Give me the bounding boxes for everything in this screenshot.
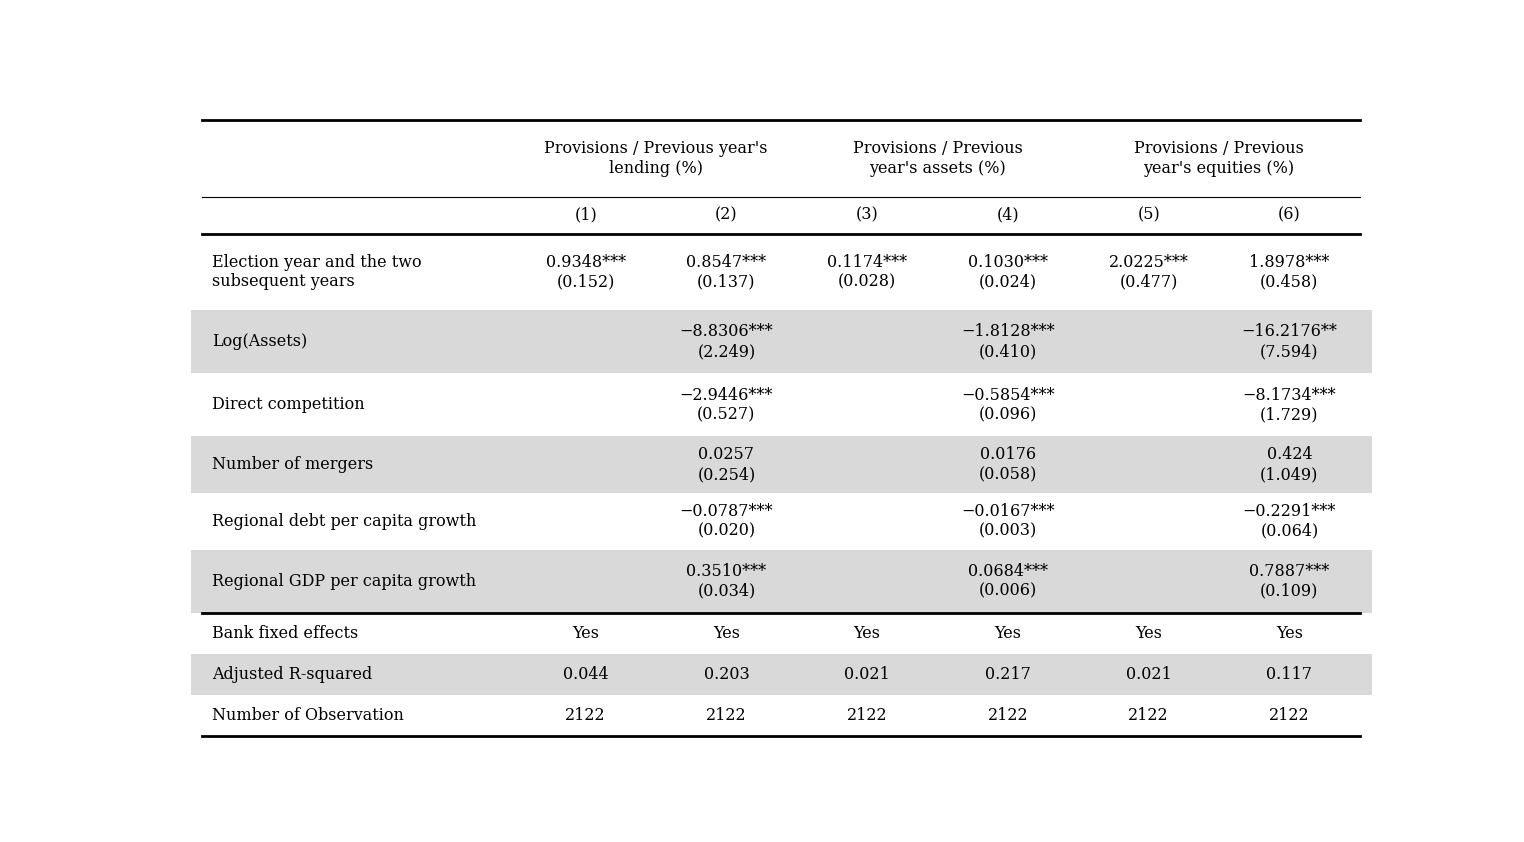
Text: 0.1030***
(0.024): 0.1030*** (0.024) (968, 253, 1049, 290)
Text: Yes: Yes (572, 625, 599, 642)
Text: 0.021: 0.021 (844, 666, 890, 683)
Text: 0.044: 0.044 (562, 666, 608, 683)
Text: (2): (2) (715, 207, 738, 224)
Text: 1.8978***
(0.458): 1.8978*** (0.458) (1250, 253, 1329, 290)
Text: Adjusted R-squared: Adjusted R-squared (212, 666, 372, 683)
Text: Yes: Yes (995, 625, 1021, 642)
Text: 2.0225***
(0.477): 2.0225*** (0.477) (1109, 253, 1189, 290)
Text: −0.2291***
(0.064): −0.2291*** (0.064) (1242, 503, 1337, 540)
Text: −8.8306***
(2.249): −8.8306*** (2.249) (680, 323, 773, 360)
Text: 0.0176
(0.058): 0.0176 (0.058) (978, 446, 1038, 483)
Text: 0.7887***
(0.109): 0.7887*** (0.109) (1250, 562, 1329, 600)
Text: 0.1174***
(0.028): 0.1174*** (0.028) (828, 253, 907, 290)
Text: 0.203: 0.203 (704, 666, 750, 683)
Text: Regional debt per capita growth: Regional debt per capita growth (212, 513, 475, 530)
Text: Provisions / Previous year's
lending (%): Provisions / Previous year's lending (%) (544, 141, 768, 177)
Text: −1.8128***
(0.410): −1.8128*** (0.410) (962, 323, 1055, 360)
Text: 0.424
(1.049): 0.424 (1.049) (1260, 446, 1318, 483)
Text: 2122: 2122 (565, 707, 607, 724)
Bar (190, 550, 1372, 613)
Text: Yes: Yes (713, 625, 741, 642)
Text: −0.0167***
(0.003): −0.0167*** (0.003) (962, 503, 1055, 540)
Text: 2122: 2122 (847, 707, 887, 724)
Text: 0.0257
(0.254): 0.0257 (0.254) (698, 446, 756, 483)
Text: Regional GDP per capita growth: Regional GDP per capita growth (212, 573, 475, 589)
Text: (1): (1) (575, 207, 597, 224)
Text: 0.021: 0.021 (1126, 666, 1172, 683)
Text: 2122: 2122 (1269, 707, 1309, 724)
Bar (190, 436, 1372, 493)
Text: Election year and the two
subsequent years: Election year and the two subsequent yea… (212, 253, 421, 290)
Text: (6): (6) (1279, 207, 1301, 224)
Text: Yes: Yes (1135, 625, 1163, 642)
Text: Provisions / Previous
year's assets (%): Provisions / Previous year's assets (%) (852, 141, 1023, 177)
Text: −8.1734***
(1.729): −8.1734*** (1.729) (1242, 386, 1337, 424)
Text: −16.2176**
(7.594): −16.2176** (7.594) (1242, 323, 1338, 360)
Text: 0.9348***
(0.152): 0.9348*** (0.152) (546, 253, 626, 290)
Text: −0.0787***
(0.020): −0.0787*** (0.020) (680, 503, 773, 540)
Text: (3): (3) (856, 207, 878, 224)
Text: 0.3510***
(0.034): 0.3510*** (0.034) (686, 562, 767, 600)
Text: 2122: 2122 (988, 707, 1029, 724)
Text: Yes: Yes (1276, 625, 1303, 642)
Text: (5): (5) (1137, 207, 1160, 224)
Text: 0.117: 0.117 (1266, 666, 1312, 683)
Text: (4): (4) (997, 207, 1020, 224)
Text: Number of mergers: Number of mergers (212, 456, 373, 473)
Text: Yes: Yes (853, 625, 881, 642)
Text: −0.5854***
(0.096): −0.5854*** (0.096) (962, 386, 1055, 424)
Text: Provisions / Previous
year's equities (%): Provisions / Previous year's equities (%… (1134, 141, 1305, 177)
Text: 0.0684***
(0.006): 0.0684*** (0.006) (968, 562, 1049, 600)
Text: 0.217: 0.217 (985, 666, 1030, 683)
Bar (190, 654, 1372, 695)
Bar (190, 310, 1372, 373)
Text: 0.8547***
(0.137): 0.8547*** (0.137) (686, 253, 767, 290)
Text: 2122: 2122 (706, 707, 747, 724)
Text: Bank fixed effects: Bank fixed effects (212, 625, 358, 642)
Text: Direct competition: Direct competition (212, 397, 364, 413)
Text: Log(Assets): Log(Assets) (212, 333, 306, 350)
Text: Number of Observation: Number of Observation (212, 707, 404, 724)
Text: 2122: 2122 (1128, 707, 1169, 724)
Text: −2.9446***
(0.527): −2.9446*** (0.527) (680, 386, 773, 424)
